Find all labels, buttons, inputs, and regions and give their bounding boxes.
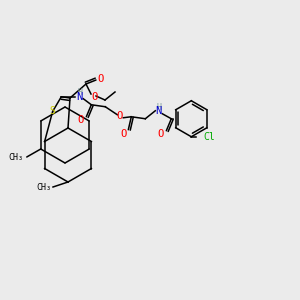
- Text: N: N: [76, 92, 83, 102]
- Text: S: S: [50, 106, 56, 116]
- Text: O: O: [98, 74, 104, 84]
- Text: CH₃: CH₃: [9, 154, 24, 163]
- Text: Cl: Cl: [203, 132, 215, 142]
- Text: O: O: [120, 129, 126, 139]
- Text: N: N: [155, 106, 161, 116]
- Text: O: O: [157, 129, 164, 139]
- Text: CH₃: CH₃: [36, 182, 51, 191]
- Text: O: O: [77, 115, 83, 125]
- Text: O: O: [116, 111, 122, 121]
- Text: H: H: [78, 88, 83, 97]
- Text: H: H: [157, 103, 162, 112]
- Text: O: O: [91, 92, 97, 102]
